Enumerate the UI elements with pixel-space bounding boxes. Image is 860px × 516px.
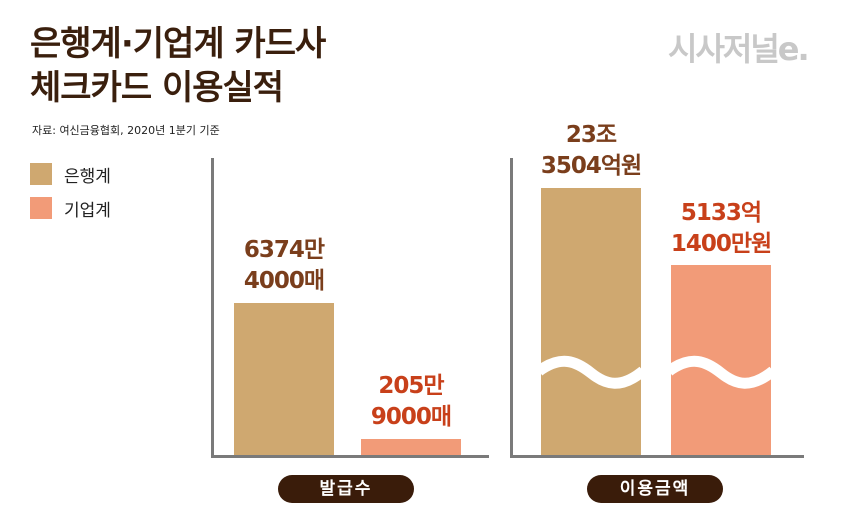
title-line-1: 은행계·기업계 카드사 xyxy=(30,24,326,64)
usage-bank-value: 23조 3504억원 xyxy=(540,122,642,179)
chart-title: 은행계·기업계 카드사 체크카드 이용실적 xyxy=(30,22,326,110)
axis-break-icon xyxy=(541,355,641,389)
legend-item-bank: 은행계 xyxy=(30,157,111,191)
usage-corporate-bar xyxy=(671,265,771,455)
title-line-2: 체크카드 이용실적 xyxy=(30,68,284,108)
issuance-bank-bar xyxy=(234,303,334,455)
legend-label-bank: 은행계 xyxy=(64,166,111,187)
issuance-bank-value: 6374만 4000매 xyxy=(243,237,325,294)
usage-bank-bar xyxy=(541,188,641,455)
usage-category-label: 이용금액 xyxy=(587,475,723,503)
legend-label-corporate: 기업계 xyxy=(64,200,111,221)
issuance-x-axis xyxy=(211,455,489,458)
legend-swatch-bank xyxy=(30,163,52,185)
issuance-y-axis xyxy=(211,158,214,458)
legend: 은행계 기업계 xyxy=(30,157,111,225)
usage-corporate-value: 5133억 1400만원 xyxy=(670,200,772,257)
issuance-category-label: 발급수 xyxy=(278,475,414,503)
source-note: 자료: 여신금융협회, 2020년 1분기 기준 xyxy=(32,124,220,137)
legend-item-corporate: 기업계 xyxy=(30,191,111,225)
axis-break-icon xyxy=(671,355,771,389)
usage-x-axis xyxy=(510,455,804,458)
usage-y-axis xyxy=(510,158,513,458)
publisher-logo: 시사저널e. xyxy=(668,30,810,68)
issuance-corporate-bar xyxy=(361,439,461,455)
legend-swatch-corporate xyxy=(30,197,52,219)
issuance-corporate-value: 205만 9000매 xyxy=(370,373,452,430)
